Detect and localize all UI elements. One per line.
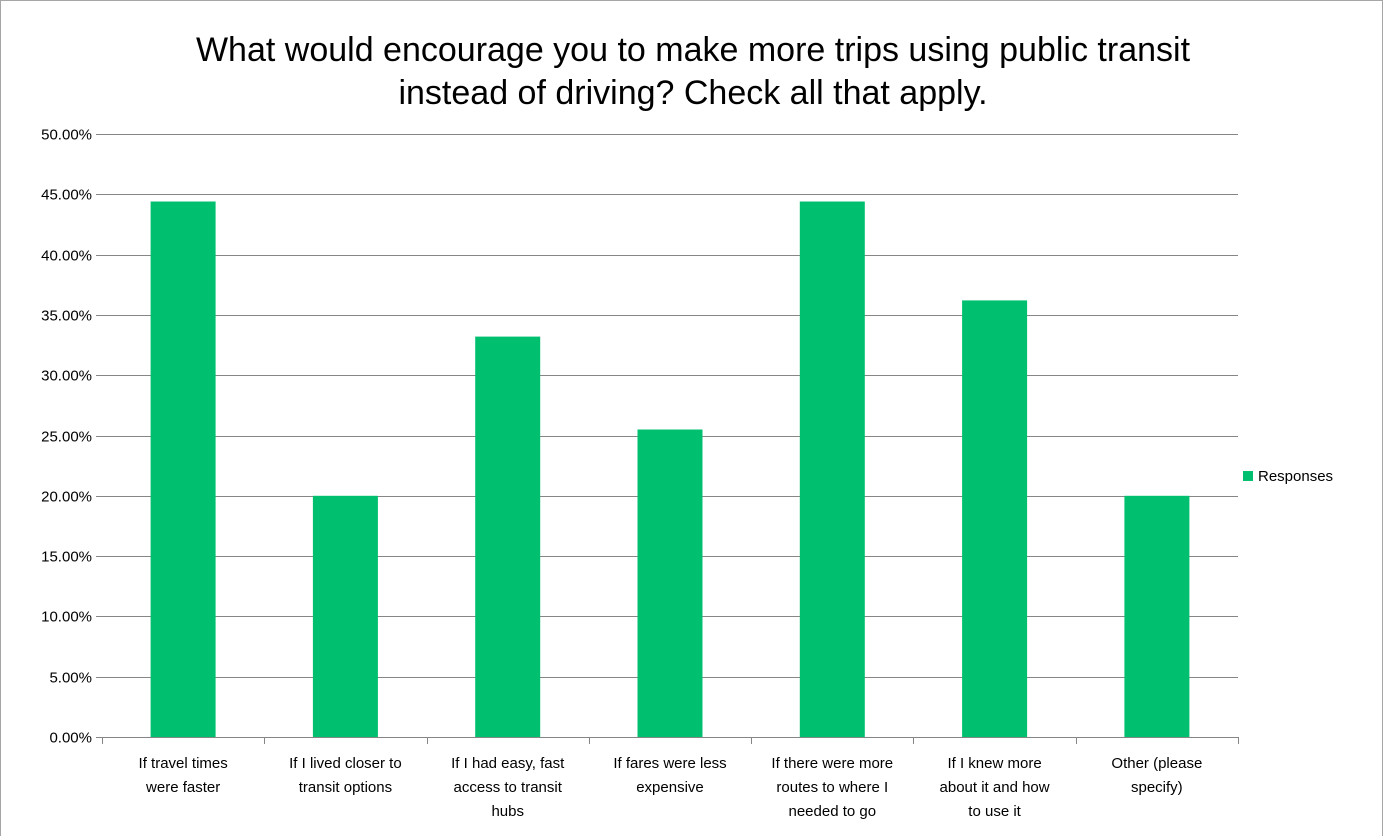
- bar: [637, 429, 703, 737]
- x-category-label-line: routes to where I: [776, 779, 888, 796]
- x-category-label: If travel times were faster: [139, 755, 228, 796]
- x-category-label-line: access to transit: [454, 779, 563, 796]
- x-category-label-line: If I had easy, fast: [451, 755, 565, 772]
- x-category-label-line: transit options: [299, 779, 392, 796]
- x-category-label: If fares were less expensive: [613, 755, 726, 796]
- legend-swatch: [1243, 471, 1253, 481]
- bar: [1124, 495, 1190, 737]
- x-category-label: Other (please specify): [1111, 755, 1202, 796]
- x-category-label-line: expensive: [636, 779, 704, 796]
- bar: [312, 495, 378, 737]
- x-category-label-line: Other (please: [1111, 755, 1202, 772]
- y-tick-label: 50.00%: [41, 127, 92, 144]
- y-tick-label: 0.00%: [49, 730, 92, 747]
- bars: [150, 201, 1190, 737]
- x-category-label: If I had easy, fast access to transit hubs: [451, 755, 565, 820]
- x-category-label-line: If travel times: [139, 755, 228, 772]
- x-category-label: If there were more routes to where I neede…: [771, 755, 893, 820]
- chart-title-line-1: What would encourage you to make more tr…: [196, 31, 1191, 69]
- x-category-label-line: were faster: [145, 779, 220, 796]
- x-category-label-line: to use it: [968, 803, 1021, 820]
- bar: [799, 201, 865, 737]
- x-category-label-line: hubs: [491, 803, 524, 820]
- x-category-label-line: needed to go: [788, 803, 876, 820]
- y-tick-label: 10.00%: [41, 609, 92, 626]
- legend-label: Responses: [1258, 468, 1333, 485]
- y-tick-label: 20.00%: [41, 489, 92, 506]
- y-tick-label: 5.00%: [49, 670, 92, 687]
- x-axis-category-labels: If travel times were faster If I lived clo…: [139, 755, 1203, 820]
- bar: [475, 336, 541, 737]
- x-category-label-line: If I lived closer to: [289, 755, 402, 772]
- y-tick-label: 40.00%: [41, 248, 92, 265]
- x-category-label-line: If there were more: [771, 755, 893, 772]
- legend: Responses: [1243, 468, 1333, 485]
- x-category-label-line: If I knew more: [947, 755, 1041, 772]
- x-category-label-line: about it and how: [940, 779, 1050, 796]
- y-tick-label: 45.00%: [41, 187, 92, 204]
- x-axis: [102, 737, 1239, 744]
- bar: [150, 201, 216, 737]
- x-category-label: If I knew more about it and how to use it: [940, 755, 1050, 820]
- y-tick-label: 35.00%: [41, 308, 92, 325]
- x-category-label-line: specify): [1131, 779, 1183, 796]
- y-axis-tick-labels: 0.00% 5.00% 10.00% 15.00% 20.00% 25.00% 30.00%…: [41, 127, 92, 747]
- x-category-label: If I lived closer to transit options: [289, 755, 402, 796]
- chart-title-line-2: instead of driving? Check all that apply…: [398, 74, 987, 112]
- y-tick-label: 30.00%: [41, 368, 92, 385]
- bar: [962, 300, 1028, 737]
- y-tick-label: 15.00%: [41, 549, 92, 566]
- x-category-label-line: If fares were less: [613, 755, 726, 772]
- chart-title: What would encourage you to make more tr…: [196, 31, 1191, 112]
- y-tick-label: 25.00%: [41, 429, 92, 446]
